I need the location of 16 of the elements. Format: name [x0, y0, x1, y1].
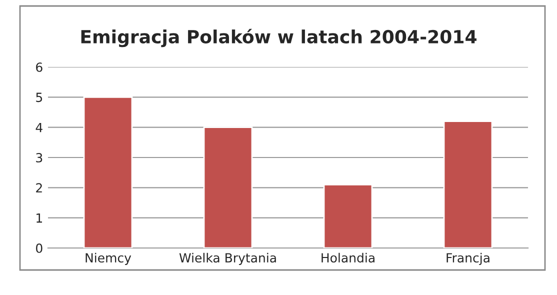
x-tick-label: Francja [446, 252, 490, 265]
y-tick-label: 1 [36, 213, 42, 223]
bar [443, 120, 493, 248]
x-tick-label: Wielka Brytania [179, 252, 276, 265]
bar [83, 96, 133, 248]
y-tick-label: 5 [36, 92, 42, 102]
bar [323, 184, 373, 248]
y-tick-label: 4 [36, 122, 42, 132]
y-tick-label: 6 [36, 62, 42, 72]
y-tick-label: 2 [36, 183, 42, 192]
chart-title: Emigracja Polaków w latach 2004-2014 [81, 28, 476, 48]
x-tick-label: Holandia [322, 252, 374, 263]
y-tick-label: 3 [36, 152, 42, 162]
y-tick-label: 0 [36, 243, 42, 253]
x-tick-label: Niemcy [86, 252, 132, 265]
bar [203, 126, 253, 248]
